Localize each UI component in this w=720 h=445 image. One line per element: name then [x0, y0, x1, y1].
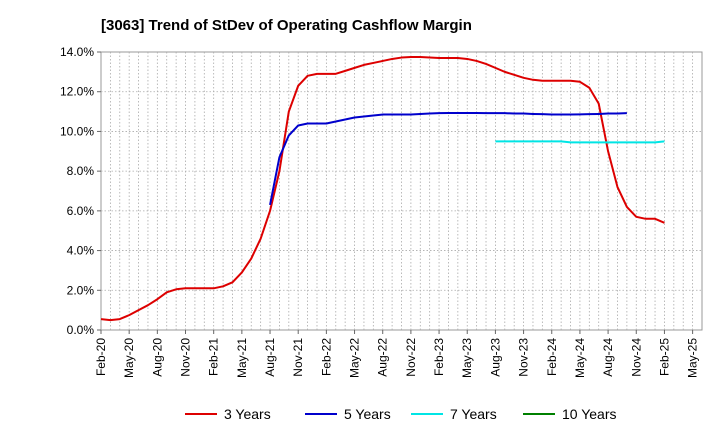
series-line-5-years — [269, 111, 627, 206]
x-tick-label: Feb-22 — [319, 338, 333, 376]
x-tick-label: May-23 — [460, 338, 474, 378]
x-tick-label: Aug-20 — [150, 338, 164, 377]
series-line-3-years — [100, 55, 665, 322]
y-tick-label: 10.0% — [60, 124, 94, 138]
x-tick-label: May-24 — [573, 338, 587, 378]
x-tick-label: Nov-20 — [179, 338, 193, 377]
y-tick-label: 2.0% — [67, 283, 95, 297]
legend-label-10-years: 10 Years — [562, 406, 617, 422]
x-tick-label: May-22 — [348, 338, 362, 378]
x-tick-label: Feb-24 — [545, 338, 559, 376]
legend-label-5-years: 5 Years — [344, 406, 391, 422]
y-tick-label: 0.0% — [67, 323, 95, 337]
series-layer — [100, 55, 665, 322]
axis-layer: 0.0% 2.0% 4.0% 6.0% 8.0% 10.0% 12.0% 14.0% Feb-2… — [60, 45, 700, 378]
legend-label-3-years: 3 Years — [224, 406, 271, 422]
x-tick-label: Nov-22 — [404, 338, 418, 377]
x-tick-label: Aug-24 — [601, 338, 615, 377]
x-tick-label: Aug-21 — [263, 338, 277, 377]
y-tick-label: 12.0% — [60, 85, 94, 99]
y-tick-label: 8.0% — [67, 164, 95, 178]
grid-layer — [100, 51, 703, 331]
x-tick-label: Feb-21 — [207, 338, 221, 376]
x-tick-label: Nov-24 — [629, 338, 643, 377]
y-tick-label: 4.0% — [67, 244, 95, 258]
x-tick-label: May-25 — [686, 338, 700, 378]
x-tick-label: Feb-23 — [432, 338, 446, 376]
chart-title: [3063] Trend of StDev of Operating Cashf… — [101, 17, 472, 34]
x-tick-label: Aug-23 — [488, 338, 502, 377]
legend-label-7-years: 7 Years — [450, 406, 497, 422]
x-tick-label: Feb-20 — [94, 338, 108, 376]
x-tick-label: Feb-25 — [657, 338, 671, 376]
x-tick-label: May-21 — [235, 338, 249, 378]
x-tick-label: Nov-23 — [517, 338, 531, 377]
x-tick-label: Nov-21 — [291, 338, 305, 377]
x-tick-label: May-20 — [122, 338, 136, 378]
y-tick-label: 6.0% — [67, 204, 95, 218]
legend: 3 Years 5 Years 7 Years 10 Years — [185, 406, 617, 422]
series-line-7-years — [495, 140, 665, 144]
y-tick-label: 14.0% — [60, 45, 94, 59]
x-tick-label: Aug-22 — [376, 338, 390, 377]
